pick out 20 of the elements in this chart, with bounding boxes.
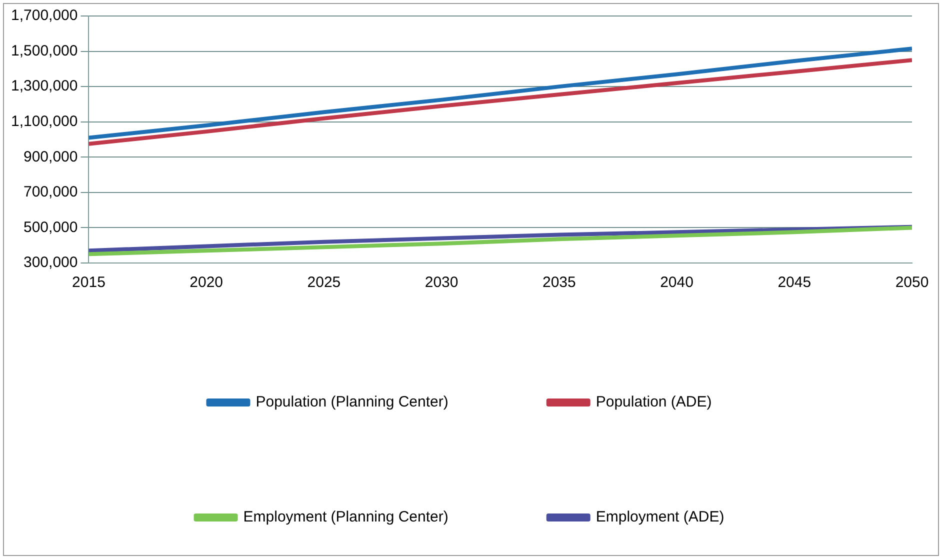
y-tick-label: 1,500,000 xyxy=(10,42,78,60)
y-tick-label: 1,700,000 xyxy=(10,7,78,24)
x-tick-label: 2050 xyxy=(895,274,929,292)
x-tick-label: 2035 xyxy=(542,274,576,292)
legend-label: Population (Planning Center) xyxy=(256,394,448,411)
y-tick-label: 300,000 xyxy=(23,254,78,272)
legend-label: Employment (Planning Center) xyxy=(243,508,448,526)
x-tick-label: 2015 xyxy=(72,274,106,292)
x-tick-label: 2025 xyxy=(307,274,341,292)
x-tick-label: 2045 xyxy=(778,274,812,292)
y-tick-label: 900,000 xyxy=(23,148,78,166)
y-tick-label: 700,000 xyxy=(23,184,78,201)
y-tick-label: 1,300,000 xyxy=(10,78,78,95)
y-tick-label: 500,000 xyxy=(23,218,78,236)
x-tick-label: 2020 xyxy=(190,274,224,292)
y-tick-label: 1,100,000 xyxy=(10,113,78,130)
legend-label: Population (ADE) xyxy=(596,394,712,411)
x-tick-label: 2040 xyxy=(660,274,694,292)
x-tick-label: 2030 xyxy=(424,274,458,292)
legend-label: Employment (ADE) xyxy=(596,508,724,526)
